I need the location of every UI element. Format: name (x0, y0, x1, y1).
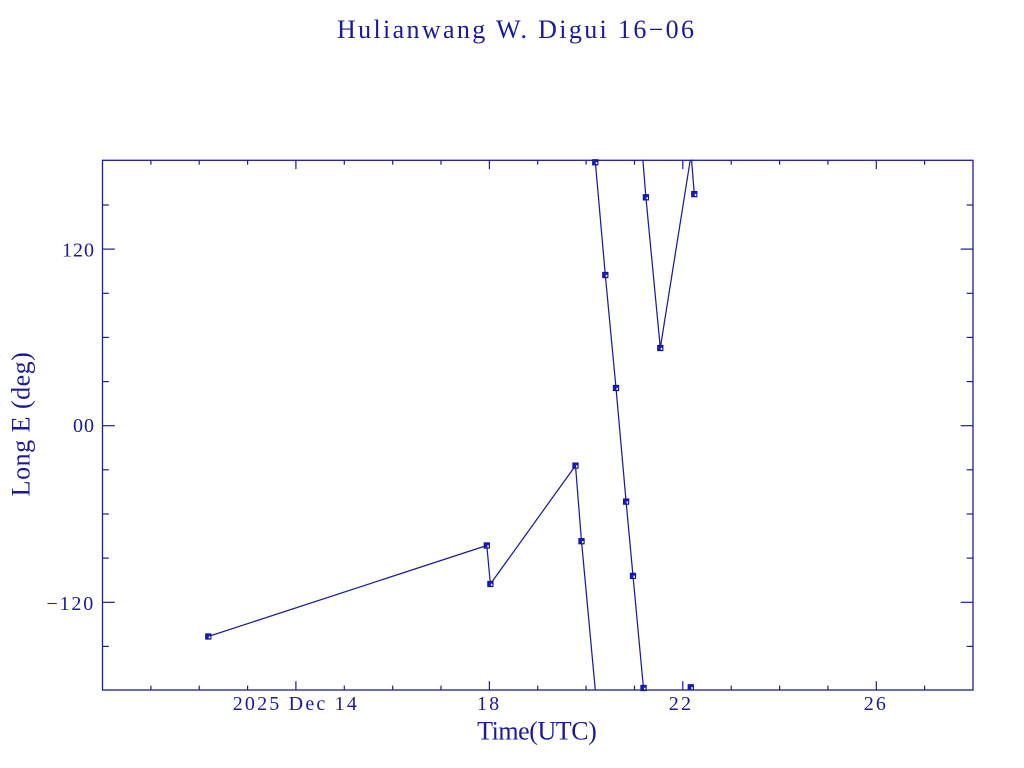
svg-text:Hulianwang W. Digui 16−06: Hulianwang W. Digui 16−06 (337, 15, 696, 44)
svg-text:Time(UTC): Time(UTC) (477, 717, 596, 746)
svg-text:2025 Dec 14: 2025 Dec 14 (233, 693, 359, 715)
svg-text:22: 22 (669, 693, 693, 715)
svg-text:26: 26 (864, 693, 888, 715)
svg-text:Long E (deg): Long E (deg) (7, 352, 36, 497)
svg-text:120: 120 (62, 239, 95, 261)
svg-text:−120: −120 (47, 593, 95, 615)
svg-text:18: 18 (477, 693, 501, 715)
svg-text:00: 00 (73, 415, 95, 437)
